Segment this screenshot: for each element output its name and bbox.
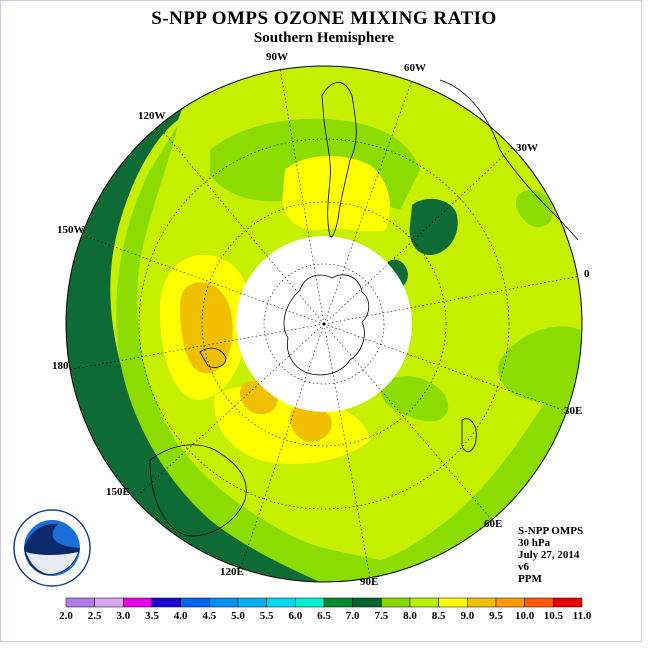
- field-mid-green-upper-right: [515, 189, 553, 228]
- lon-label-120w: 120W: [138, 110, 166, 122]
- field-mid-green-right: [498, 326, 582, 406]
- pole-dot: [322, 322, 326, 326]
- info-pressure: 30 hPa: [518, 537, 551, 549]
- field-yellow-top: [282, 155, 390, 232]
- colorbar-tick-label: 2.0: [59, 610, 73, 622]
- coast-south-america: [321, 82, 357, 238]
- colorbar-swatch: [409, 597, 439, 608]
- colorbar-tick-label: 3.5: [145, 610, 159, 622]
- coast-australia: [149, 444, 247, 537]
- lon-label-60e: 60E: [484, 518, 503, 530]
- colorbar-tick-label: 4.0: [174, 610, 188, 622]
- colorbar-swatch: [266, 597, 296, 608]
- colorbar-swatch: [381, 597, 411, 608]
- coastlines: [149, 79, 579, 537]
- colorbar-swatch: [495, 597, 525, 608]
- colorbar-tick-label: 8.0: [403, 610, 417, 622]
- colorbar-tick-label: 4.5: [202, 610, 216, 622]
- field-dark-green-band: [66, 66, 380, 582]
- map-title: S-NPP OMPS OZONE MIXING RATIO: [151, 8, 497, 29]
- info-version: v6: [518, 561, 529, 573]
- lon-label-150w: 150W: [57, 224, 85, 236]
- latitude-circles: [138, 138, 510, 510]
- colorbar-tick-label: 9.0: [460, 610, 474, 622]
- colorbar-swatch: [467, 597, 497, 608]
- colorbar-swatch: [438, 597, 468, 608]
- lon-label-150e: 150E: [106, 486, 130, 498]
- colorbar-swatch: [524, 597, 554, 608]
- colorbar-swatch: [123, 597, 153, 608]
- lon-label-120e: 120E: [220, 566, 244, 578]
- field-dark-green-blob-atlantic: [409, 198, 458, 256]
- colorbar-tick-label: 10.0: [515, 610, 535, 622]
- colorbar-tick-label: 7.0: [346, 610, 360, 622]
- info-satellite: S-NPP OMPS: [518, 525, 584, 537]
- colorbar-tick-label: 2.5: [88, 610, 102, 622]
- colorbar-swatch: [180, 597, 210, 608]
- coast-africa: [439, 79, 579, 241]
- coast-new-zealand: [199, 347, 227, 368]
- colorbar-swatch: [237, 597, 267, 608]
- lon-label-90w: 90W: [266, 51, 288, 63]
- lon-label-90e: 90E: [360, 576, 379, 588]
- colorbar-swatch: [323, 597, 353, 608]
- colorbar: 2.0 2.5 3.0 3.5 4.0 4.5 5.0 5.5 6.0 6.5 7.0 7.5 8.0 8…: [59, 597, 592, 622]
- lon-label-60w: 60W: [404, 62, 426, 74]
- colorbar-tick-label: 6.5: [317, 610, 331, 622]
- colorbar-tick-label: 11.0: [573, 610, 592, 622]
- colorbar-swatch: [352, 597, 382, 608]
- colorbar-tick-label: 8.5: [432, 610, 446, 622]
- lon-label-30w: 30W: [516, 142, 538, 154]
- colorbar-swatch: [209, 597, 239, 608]
- lon-label-0: 0: [584, 268, 590, 280]
- coast-madagascar: [461, 418, 477, 453]
- colorbar-tick-label: 7.5: [374, 610, 388, 622]
- colorbar-tick-label: 6.0: [288, 610, 302, 622]
- colorbar-tick-label: 5.5: [260, 610, 274, 622]
- info-units: PPM: [518, 573, 542, 585]
- colorbar-swatch: [151, 597, 181, 608]
- colorbar-tick-label: 3.0: [116, 610, 130, 622]
- meridian-lines: [67, 67, 581, 579]
- colorbar-swatch: [295, 597, 325, 608]
- map-subtitle: Southern Hemisphere: [253, 30, 395, 46]
- noaa-logo: [13, 509, 91, 587]
- colorbar-swatch: [94, 597, 124, 608]
- field-mid-green-ring: [379, 376, 449, 422]
- map-border: [65, 65, 583, 583]
- colorbar-swatch: [65, 597, 95, 608]
- colorbar-tick-label: 9.5: [489, 610, 503, 622]
- field-orange-bottom-2: [290, 405, 332, 442]
- lon-label-180: 180: [52, 360, 69, 372]
- coast-antarctica: [283, 274, 370, 376]
- colorbar-tick-label: 10.5: [544, 610, 564, 622]
- info-date: July 27, 2014: [518, 549, 580, 561]
- colorbar-swatch: [553, 597, 583, 608]
- colorbar-tick-label: 5.0: [231, 610, 245, 622]
- lon-label-30e: 30E: [564, 405, 583, 417]
